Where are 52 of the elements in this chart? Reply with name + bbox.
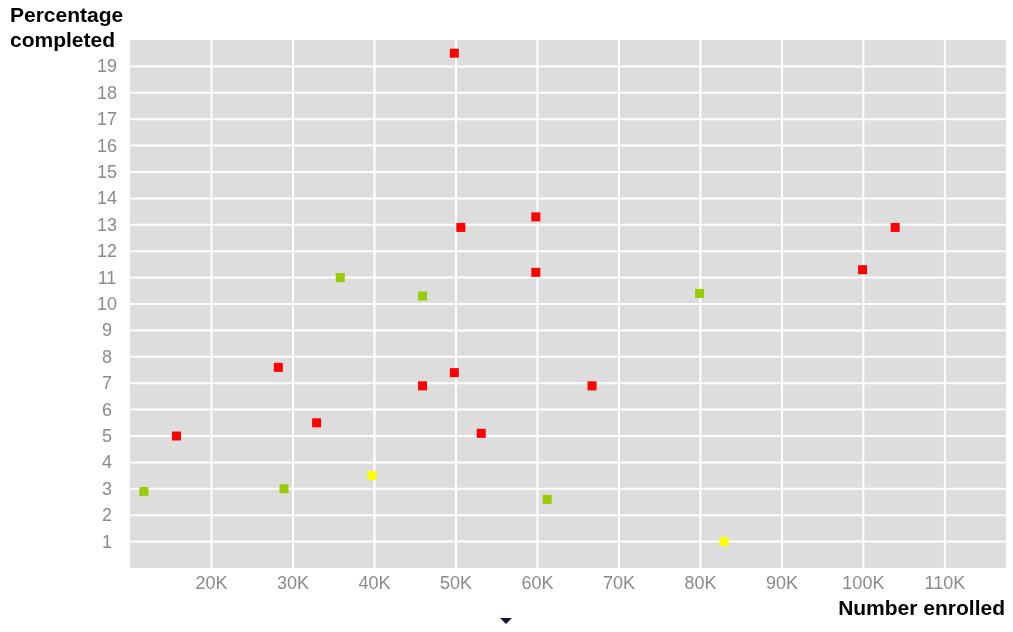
x-axis-title: Number enrolled <box>838 596 1005 619</box>
point <box>139 486 149 496</box>
x-tick-label: 50K <box>439 573 472 593</box>
y-tick-label: 14 <box>96 188 118 209</box>
y-tick-label: 17 <box>96 109 118 130</box>
x-tick-label: 20K <box>195 573 228 593</box>
x-tick-label: 60K <box>521 573 554 593</box>
x-tick-label: 100K <box>842 573 885 593</box>
point <box>719 537 729 547</box>
point <box>542 494 552 504</box>
y-tick-label: 5 <box>101 426 113 446</box>
point <box>531 212 541 222</box>
point <box>418 291 428 301</box>
y-tick-label: 4 <box>101 452 113 473</box>
y-tick-label: 16 <box>96 135 118 156</box>
point <box>858 265 868 275</box>
x-tick-label: 40K <box>358 573 391 593</box>
point <box>531 267 541 277</box>
point <box>367 471 377 481</box>
point <box>476 428 486 438</box>
y-tick-label: 1 <box>101 531 113 552</box>
point <box>335 273 345 283</box>
y-tick-label: 19 <box>96 56 118 77</box>
point <box>695 288 705 298</box>
y-tick-label: 15 <box>96 162 118 182</box>
y-tick-label: 8 <box>101 346 113 367</box>
x-tick-label: 90K <box>765 573 798 593</box>
x-tick-label: 30K <box>276 573 309 593</box>
y-tick-label: 9 <box>101 320 113 341</box>
point <box>171 431 181 441</box>
x-tick-label: 110K <box>924 573 966 593</box>
x-tick-label: 80K <box>684 573 717 593</box>
x-tick-label: 70K <box>602 573 635 593</box>
point <box>449 368 459 378</box>
point <box>890 222 900 232</box>
y-tick-label: 2 <box>101 505 113 526</box>
point <box>587 381 597 391</box>
y-tick-label: 3 <box>101 478 113 499</box>
y-tick-label: 18 <box>96 82 118 103</box>
y-tick-label: 12 <box>96 241 118 262</box>
point <box>456 222 466 232</box>
point <box>449 48 459 58</box>
y-tick-label: 13 <box>96 214 118 235</box>
y-tick-label: 11 <box>97 267 117 288</box>
y-tick-label: 10 <box>96 294 118 314</box>
point <box>273 362 283 372</box>
point <box>312 418 322 428</box>
point <box>279 484 289 494</box>
point <box>418 381 428 391</box>
y-tick-label: 6 <box>101 399 113 420</box>
y-axis-title: Percentage completed <box>10 3 124 51</box>
y-tick-label: 7 <box>101 373 113 394</box>
